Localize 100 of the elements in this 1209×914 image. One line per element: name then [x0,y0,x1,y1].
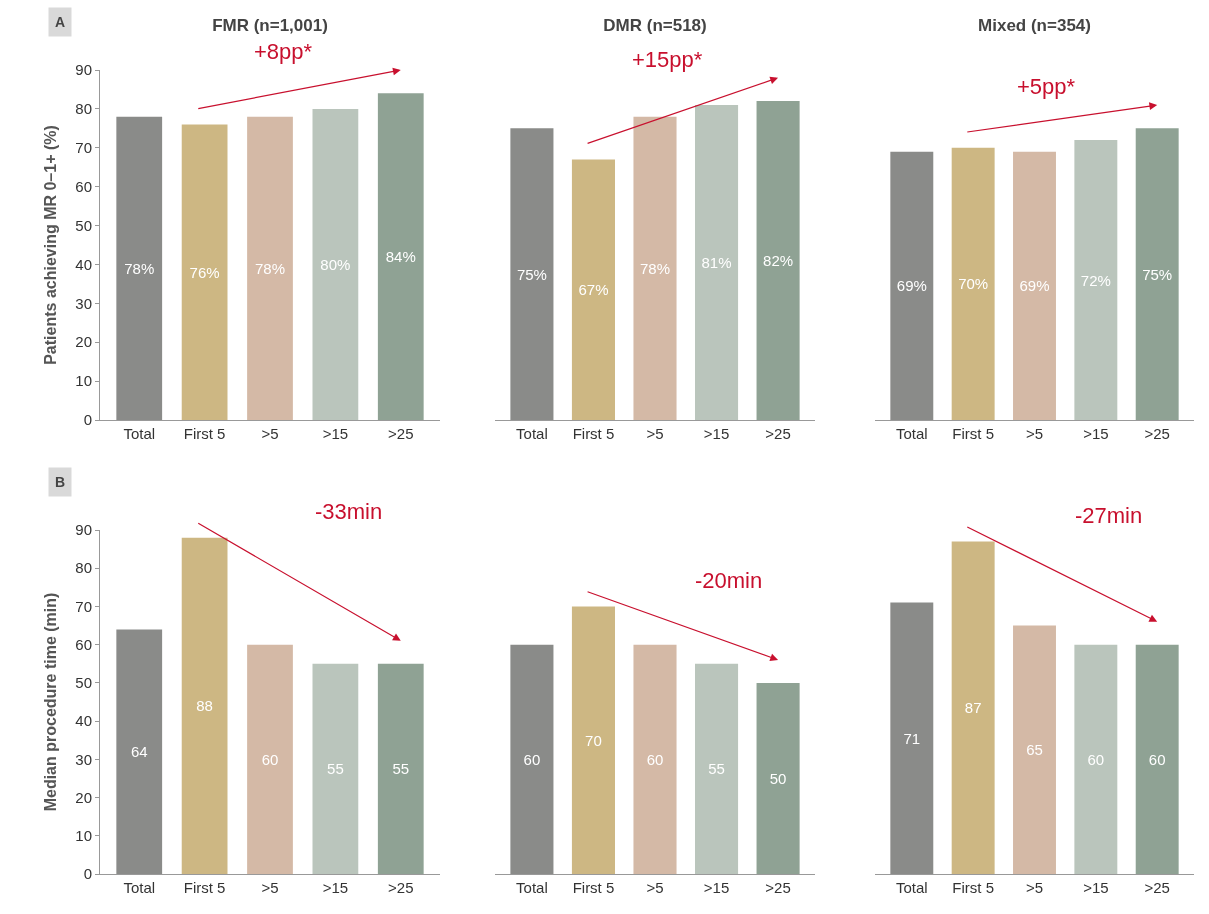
x-tick-label: First 5 [952,425,994,442]
x-tick-label: >25 [388,879,414,896]
bar [571,159,615,420]
bar [633,644,677,874]
text: B [55,474,66,490]
x-tick-label: >5 [1025,425,1044,442]
bar [1013,625,1056,874]
x-tick-label: >25 [1144,425,1170,442]
x-tick-label: >5 [261,425,279,442]
data-label: 72% [1080,271,1111,289]
text: -33min [315,499,383,524]
y-axis-title: Median procedure time (min) [42,592,60,812]
y-tick-label: 70 [75,139,92,157]
y-tick-label: 10 [75,827,92,845]
data-label: 55 [327,760,344,778]
y-tick-label: 50 [75,674,92,692]
data-label: 80% [320,255,351,273]
y-tick-label: 70 [75,597,92,615]
data-label: 64 [130,743,148,761]
y-tick-label: 60 [75,635,92,653]
data-label: 60 [1148,750,1166,768]
data-label: 78% [124,259,155,277]
bar [951,541,995,874]
bar [890,602,934,874]
bar [571,606,615,874]
y-tick-label: 80 [75,559,92,577]
x-tick-label: >15 [703,879,730,896]
data-label: 75% [516,265,547,283]
bar [312,108,359,420]
data-label: 75% [1142,265,1173,283]
y-tick-label: 0 [83,865,92,883]
data-label: 50 [769,769,787,787]
data-label: 70% [958,275,989,293]
y-tick-label: 90 [75,61,92,79]
annotation: +15pp* [632,47,703,72]
x-tick-label: >15 [703,425,730,442]
y-tick-label: 40 [75,712,92,730]
data-label: 76% [189,263,220,281]
y-tick-label: 50 [75,216,92,234]
x-tick-label: >15 [322,425,349,442]
x-tick-label: First 5 [952,879,994,896]
bar [695,105,739,420]
data-label: 78% [254,259,286,277]
bar [633,116,677,420]
data-label: 55 [392,760,410,778]
x-tick-label: Total [123,425,156,442]
data-label: 60 [523,750,541,768]
y-tick-label: 30 [75,750,92,768]
text: +8pp* [254,39,313,64]
x-tick-label: >25 [388,425,414,442]
chart-title: FMR (n=1,001) [212,15,328,35]
bar [181,537,228,874]
data-label: 60 [646,750,664,768]
y-tick-label: 90 [75,521,92,539]
x-tick-label: >25 [765,425,791,442]
chart-title: DMR (n=518) [603,15,707,35]
x-tick-label: >5 [261,879,279,896]
data-label: 88 [196,697,213,715]
x-tick-label: >5 [646,879,664,896]
bar [181,124,228,420]
data-label: 60 [261,750,279,768]
x-tick-label: First 5 [572,425,615,442]
y-tick-label: 10 [75,372,92,390]
bar [116,116,163,420]
data-label: 78% [639,259,671,277]
x-tick-label: >15 [322,879,349,896]
bar [247,116,293,420]
y-tick-label: 30 [75,294,92,312]
bar [510,644,554,874]
bar [116,629,163,874]
x-tick-label: >25 [1144,879,1170,896]
x-tick-label: First 5 [183,879,226,896]
data-label: 84% [385,248,416,266]
text: -27min [1075,503,1143,528]
y-tick-label: 40 [75,255,92,273]
chart-title: Mixed (n=354) [978,15,1091,35]
y-tick-label: 20 [75,788,92,806]
x-tick-label: Total [895,879,928,896]
x-tick-label: >15 [1083,425,1109,442]
bar [312,663,359,874]
data-label: 69% [1019,277,1050,295]
data-label: 70 [585,731,602,749]
x-tick-label: >5 [646,425,664,442]
y-tick-label: 60 [75,177,92,195]
data-label: 67% [578,281,609,299]
y-tick-label: 0 [83,411,92,429]
x-tick-label: >25 [765,879,791,896]
data-label: 55 [708,760,725,778]
x-tick-label: Total [123,879,156,896]
x-tick-label: Total [516,425,548,442]
bar [1074,644,1118,874]
x-tick-label: >15 [1083,879,1109,896]
x-tick-label: >5 [1025,879,1044,896]
data-label: 82% [763,252,794,270]
y-tick-label: 20 [75,333,92,351]
x-tick-label: First 5 [183,425,226,442]
data-label: 71 [903,729,921,747]
x-tick-label: First 5 [572,879,615,896]
data-label: 81% [701,254,732,271]
annotation: -20min [695,568,763,593]
